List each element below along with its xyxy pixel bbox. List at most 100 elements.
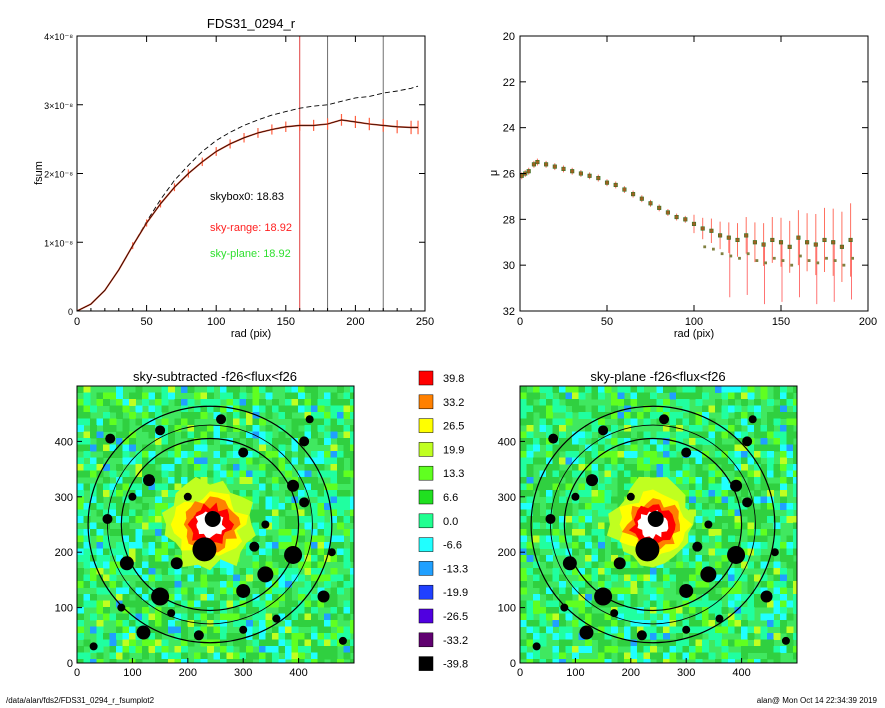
map-cell: [168, 600, 175, 608]
map-cell: [350, 542, 354, 549]
map-cell: [96, 483, 104, 491]
map-cell: [148, 633, 156, 640]
masked-source: [742, 436, 753, 447]
map-cell: [539, 483, 547, 491]
map-cell: [676, 412, 683, 419]
map-cell: [734, 516, 742, 523]
map-cell: [565, 639, 573, 647]
map-cell: [337, 438, 344, 445]
map-cell: [630, 477, 638, 484]
map-cell: [689, 483, 696, 491]
map-cell: [604, 646, 612, 653]
map-cell: [77, 574, 84, 582]
map-cell: [252, 516, 260, 523]
map-cell: [350, 620, 354, 627]
map-cell: [330, 568, 338, 575]
map-cell: [721, 386, 729, 393]
map-cell: [168, 659, 175, 663]
map-cell: [187, 607, 195, 614]
map-cell: [194, 444, 201, 452]
map-cell: [754, 451, 761, 458]
map-cell: [155, 620, 162, 627]
map-cell: [226, 470, 234, 478]
map-cell: [246, 457, 253, 465]
map-cell: [161, 464, 169, 471]
map-cell: [741, 464, 748, 471]
panel-sky-subtracted-map: sky-subtracted -f26<flux<f26 0 100 200 300 4…: [55, 369, 355, 679]
map-cell: [747, 457, 755, 465]
map-cell: [695, 438, 703, 445]
map-cell: [721, 535, 729, 543]
map-cell: [611, 451, 618, 458]
map-cell: [552, 548, 560, 556]
map-cell: [793, 503, 797, 510]
map-cell: [689, 561, 696, 569]
map-cell: [598, 438, 605, 445]
map-cell: [611, 594, 618, 601]
map-cell: [116, 405, 123, 413]
map-cell: [83, 418, 91, 426]
map-cell: [734, 425, 742, 432]
map-cell: [122, 431, 130, 439]
map-cell: [213, 600, 221, 608]
map-cell: [773, 464, 781, 471]
map-cell: [565, 412, 573, 419]
map-cell: [585, 555, 592, 562]
map-cell: [259, 438, 266, 445]
map-cell: [298, 516, 305, 523]
map-cell: [520, 607, 527, 614]
map-cell: [226, 386, 234, 393]
map-cell: [311, 633, 318, 640]
map-cell: [552, 587, 560, 595]
map-cell: [161, 581, 169, 588]
map-cell: [155, 405, 162, 413]
map-cell: [624, 639, 631, 647]
map-cell: [747, 646, 755, 653]
map-cell: [676, 392, 683, 400]
map-cell: [142, 418, 149, 426]
map-cell: [103, 425, 110, 432]
map-cell: [526, 431, 534, 439]
map-cell: [324, 470, 331, 478]
map-cell: [721, 516, 729, 523]
map-cell: [272, 451, 279, 458]
map-cell: [343, 633, 351, 640]
map-cell: [90, 659, 97, 663]
map-cell: [741, 509, 748, 517]
map-cell: [533, 626, 540, 634]
map-cell: [669, 613, 677, 621]
map-cell: [754, 600, 761, 608]
map-cell: [246, 405, 253, 413]
map-cell: [252, 613, 260, 621]
colorbar-swatch: [418, 442, 434, 457]
map-cell: [317, 516, 325, 523]
map-cell: [135, 490, 143, 497]
map-cell: [695, 490, 703, 497]
map-cell: [598, 483, 605, 491]
x-tick-label: 200: [622, 667, 640, 679]
map-cell: [604, 568, 612, 575]
masked-source: [562, 556, 577, 571]
map-cell: [630, 626, 638, 634]
map-cell: [330, 412, 338, 419]
map-cell: [767, 464, 774, 471]
map-cell: [252, 451, 260, 458]
map-cell: [721, 607, 729, 614]
map-cell: [291, 444, 299, 452]
map-cell: [90, 594, 97, 601]
map-cell: [715, 490, 722, 497]
data-point: [778, 240, 784, 245]
map-cell: [265, 490, 273, 497]
map-cell: [546, 431, 553, 439]
map-cell: [702, 418, 709, 426]
map-cell: [109, 574, 117, 582]
map-cell: [77, 581, 84, 588]
map-cell: [708, 431, 716, 439]
map-cell: [708, 600, 716, 608]
map-cell: [207, 392, 214, 400]
map-cell: [148, 425, 156, 432]
map-cell: [330, 470, 338, 478]
map-cell: [786, 646, 794, 653]
map-cell: [643, 399, 651, 406]
map-cell: [591, 483, 599, 491]
